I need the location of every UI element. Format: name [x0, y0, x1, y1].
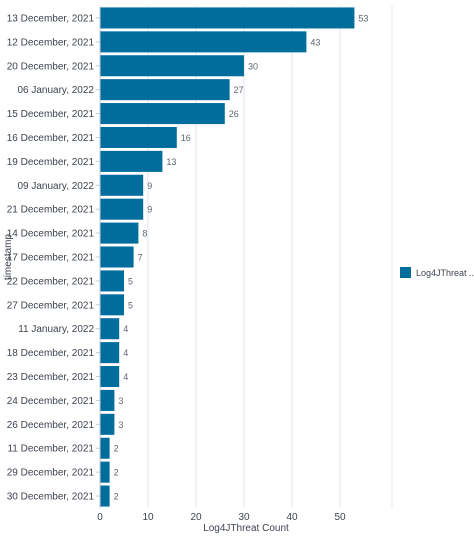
category-label: 17 December, 2021 — [7, 253, 95, 264]
category-label: 27 December, 2021 — [7, 300, 95, 311]
data-label: 43 — [310, 37, 320, 47]
data-label: 4 — [123, 324, 128, 334]
bar[interactable] — [100, 461, 110, 483]
legend-swatch — [400, 267, 411, 278]
category-label: 22 December, 2021 — [7, 276, 95, 287]
data-label: 53 — [358, 13, 368, 23]
category-label: 19 December, 2021 — [7, 157, 95, 168]
bar[interactable] — [100, 103, 225, 125]
data-label: 2 — [114, 444, 119, 454]
data-label: 5 — [128, 300, 133, 310]
bar[interactable] — [100, 246, 134, 268]
category-label: 11 December, 2021 — [7, 444, 94, 455]
bar[interactable] — [100, 198, 144, 220]
x-tick-label: 20 — [190, 512, 202, 523]
category-label: 18 December, 2021 — [7, 348, 95, 359]
bar[interactable] — [100, 270, 124, 292]
data-label: 2 — [114, 492, 119, 502]
data-label: 8 — [142, 229, 147, 239]
legend-label: Log4JThreat ... — [416, 268, 474, 278]
x-tick-label: 10 — [142, 512, 154, 523]
data-label: 26 — [229, 109, 239, 119]
category-label: 29 December, 2021 — [7, 468, 95, 479]
data-label: 3 — [118, 396, 123, 406]
bar[interactable] — [100, 7, 355, 29]
category-label: 20 December, 2021 — [7, 61, 95, 72]
category-labels: 13 December, 2021 12 December, 2021 20 Dec… — [7, 13, 100, 503]
bar[interactable] — [100, 485, 110, 507]
x-axis-title: Log4JThreat Count — [203, 523, 289, 534]
bar[interactable] — [100, 437, 110, 459]
bar[interactable] — [100, 389, 115, 411]
bar[interactable] — [100, 79, 230, 101]
x-tick-label: 50 — [334, 512, 346, 523]
bar[interactable] — [100, 55, 244, 77]
category-label: 23 December, 2021 — [7, 372, 95, 383]
category-label: 24 December, 2021 — [7, 396, 95, 407]
category-label: 12 December, 2021 — [7, 37, 95, 48]
data-label: 27 — [234, 85, 244, 95]
data-label: 16 — [181, 133, 191, 143]
legend[interactable]: Log4JThreat ... — [400, 267, 474, 278]
data-label: 9 — [147, 181, 152, 191]
bar[interactable] — [100, 413, 115, 435]
data-label: 7 — [138, 253, 143, 263]
data-label: 3 — [118, 420, 123, 430]
category-label: 06 January, 2022 — [17, 85, 94, 96]
bar[interactable] — [100, 31, 307, 53]
x-tick-label: 30 — [238, 512, 250, 523]
bar[interactable] — [100, 294, 124, 316]
bar[interactable] — [100, 150, 163, 172]
bar[interactable] — [100, 366, 120, 388]
category-label: 16 December, 2021 — [7, 133, 95, 144]
bar[interactable] — [100, 126, 177, 148]
data-label: 5 — [128, 276, 133, 286]
data-label: 9 — [147, 205, 152, 215]
category-label: 09 January, 2022 — [17, 181, 94, 192]
x-tick-labels: 0 10 20 30 40 50 — [97, 512, 346, 523]
x-tick-label: 0 — [97, 512, 103, 523]
category-label: 15 December, 2021 — [7, 109, 95, 120]
bar[interactable] — [100, 318, 120, 340]
bar[interactable] — [100, 342, 120, 364]
category-label: 21 December, 2021 — [7, 205, 95, 216]
category-label: 11 January, 2022 — [18, 324, 94, 335]
y-axis-title: timestamp — [3, 234, 14, 281]
category-label: 26 December, 2021 — [7, 420, 95, 431]
data-label: 4 — [123, 348, 128, 358]
data-label: 30 — [248, 61, 258, 71]
data-label: 4 — [123, 372, 128, 382]
category-label: 13 December, 2021 — [7, 13, 95, 24]
category-label: 14 December, 2021 — [7, 229, 95, 240]
x-tick-label: 40 — [286, 512, 298, 523]
data-label: 2 — [114, 468, 119, 478]
category-label: 30 December, 2021 — [7, 492, 95, 503]
bar[interactable] — [100, 174, 144, 196]
bar[interactable] — [100, 222, 139, 244]
bars-group — [100, 7, 355, 507]
data-label: 13 — [166, 157, 176, 167]
